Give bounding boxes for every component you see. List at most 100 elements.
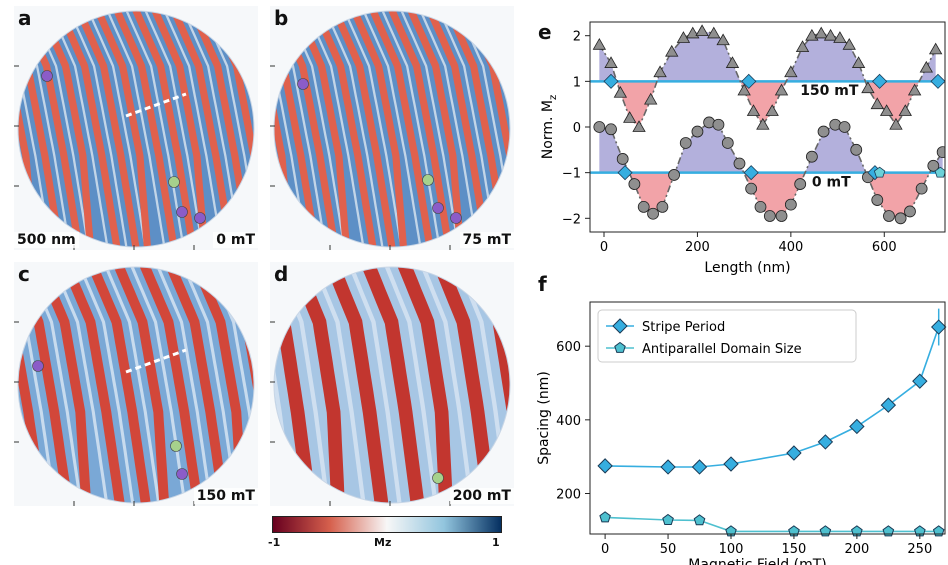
data-point-diamond (691, 459, 708, 475)
red-stripe (320, 267, 391, 503)
data-point-circle (733, 157, 746, 170)
data-point-circle (656, 200, 669, 213)
field-label: 150 mT (193, 488, 258, 504)
annotation-150mT: 150 mT (800, 83, 859, 99)
light-gap (337, 11, 406, 247)
data-point-circle (904, 205, 916, 218)
colorbar-max-label: 1 (492, 536, 500, 549)
data-point-circle (616, 153, 629, 165)
defect-marker (432, 472, 444, 484)
stripe-domain-image (270, 6, 514, 250)
data-point-triangle (919, 60, 934, 73)
light-gap (62, 11, 131, 247)
legend-label: Stripe Period (642, 320, 725, 335)
y-tick-label: 600 (556, 340, 581, 355)
defect-marker (32, 360, 44, 372)
data-point-triangle (898, 104, 912, 116)
colorbar: -1 Mz 1 (268, 516, 502, 564)
legend-box (597, 309, 857, 363)
red-stripe (55, 267, 128, 503)
data-point-triangle (814, 26, 828, 39)
x-tick-label: 200 (844, 542, 869, 557)
data-point-pentagon (882, 525, 895, 537)
data-point-triangle (707, 26, 721, 39)
red-stripe (363, 11, 437, 247)
data-point-circle (763, 210, 776, 222)
red-stripe (356, 267, 427, 503)
red-stripe (325, 11, 399, 247)
data-point-triangle (686, 26, 700, 39)
data-point-triangle (805, 28, 819, 41)
defect-marker (422, 174, 434, 186)
data-point-diamond (817, 434, 834, 450)
light-gap (150, 267, 216, 503)
data-point-triangle (928, 42, 943, 55)
y-axis-label: Spacing (nm) (536, 371, 552, 465)
data-point-circle (838, 121, 851, 133)
crossing-marker (743, 165, 759, 181)
data-point-triangle (695, 24, 709, 37)
data-point-triangle (870, 97, 884, 110)
light-gap (306, 267, 369, 503)
data-point-pentagon (662, 513, 674, 525)
data-point-triangle (889, 117, 903, 130)
panel-letter: c (18, 262, 30, 286)
x-tick-label: 0 (600, 240, 608, 255)
data-point-diamond (930, 319, 947, 335)
data-point-triangle (907, 83, 922, 96)
data-point-diamond (786, 445, 802, 461)
data-point-triangle (632, 120, 646, 132)
data-point-circle (927, 159, 940, 172)
crossing-marker (930, 73, 945, 89)
x-axis-label: Length (nm) (704, 260, 790, 276)
data-point-triangle (725, 56, 740, 68)
data-point-triangle (879, 104, 894, 116)
defect-marker (176, 206, 188, 218)
data-point-circle (871, 194, 884, 206)
data-point-circle (915, 182, 928, 195)
defect-marker (176, 468, 188, 480)
light-gap (43, 11, 112, 247)
colorbar-gradient (272, 516, 502, 533)
line-cut-marker (125, 92, 187, 118)
data-point-circle (679, 137, 692, 149)
data-point-circle (745, 182, 758, 195)
red-stripe (382, 11, 456, 247)
domain-marker (873, 166, 886, 178)
data-point-triangle (851, 56, 866, 68)
field-label: 200 mT (449, 488, 514, 504)
data-point-pentagon (693, 514, 706, 526)
data-point-circle (817, 125, 830, 138)
legend-label: Antiparallel Domain Size (642, 342, 802, 357)
data-point-triangle (623, 111, 637, 123)
light-gap (318, 11, 387, 247)
red-stripe (107, 267, 171, 503)
y-tick-label: −1 (562, 167, 581, 182)
red-stripe (133, 267, 206, 503)
stripe-domain-image (14, 262, 258, 506)
colorbar-min-label: -1 (268, 536, 281, 549)
data-point-diamond (880, 397, 897, 413)
data-point-triangle (765, 104, 779, 116)
legend: Stripe Period Antiparallel Domain Size (597, 309, 857, 363)
y-tick-label: 200 (556, 487, 581, 502)
x-tick-label: 200 (685, 240, 710, 255)
panel-f-letter: f (538, 272, 547, 296)
red-stripe (344, 11, 409, 247)
scale-bar-label: 500 nm (14, 232, 79, 248)
data-point-triangle (756, 117, 770, 130)
panel-letter: a (18, 6, 32, 30)
light-gap (375, 11, 444, 247)
light-gap (378, 267, 441, 503)
data-point-circle (691, 125, 704, 138)
light-gap (46, 267, 112, 503)
defect-marker (432, 202, 444, 214)
region-below-fill (616, 81, 920, 127)
region-below-fill (629, 172, 930, 219)
x-tick-label: 50 (660, 542, 677, 557)
defect-marker (297, 78, 309, 90)
crossing-marker (603, 73, 619, 89)
y-tick-label: 0 (573, 121, 581, 136)
microscopy-panel-a: a 500 nm 0 mT (14, 6, 258, 250)
data-point-circle (883, 210, 895, 222)
